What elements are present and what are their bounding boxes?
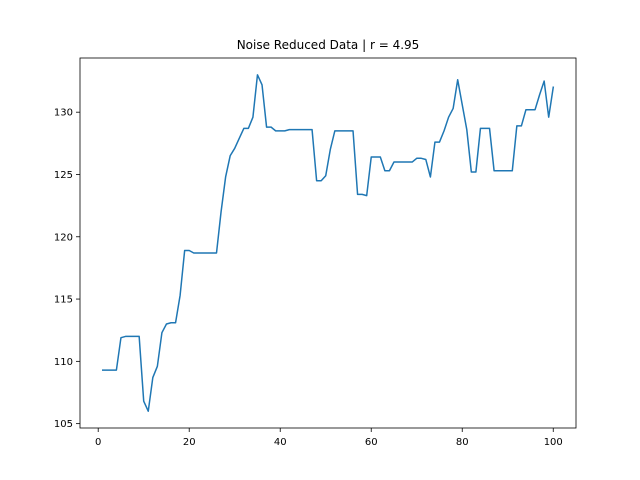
x-tick-label: 80 xyxy=(456,437,469,448)
plot-area: 0 20 40 60 80 100 105 110 115 120 125 130 xyxy=(54,57,577,448)
y-tick-label: 130 xyxy=(54,108,73,119)
axes-frame xyxy=(79,57,577,429)
y-tick-label: 110 xyxy=(54,357,73,368)
x-tick-label: 100 xyxy=(544,437,563,448)
y-tick-label: 105 xyxy=(54,419,73,430)
chart-title: Noise Reduced Data | r = 4.95 xyxy=(237,38,420,52)
series-line-0 xyxy=(102,74,555,412)
y-tick-label: 115 xyxy=(54,295,73,306)
y-tick-label: 125 xyxy=(54,170,73,181)
x-tick-label: 40 xyxy=(274,437,287,448)
x-tick-label: 20 xyxy=(183,437,196,448)
y-tick-label: 120 xyxy=(54,232,73,243)
x-tick-label: 60 xyxy=(365,437,378,448)
x-tick-label: 0 xyxy=(95,437,101,448)
